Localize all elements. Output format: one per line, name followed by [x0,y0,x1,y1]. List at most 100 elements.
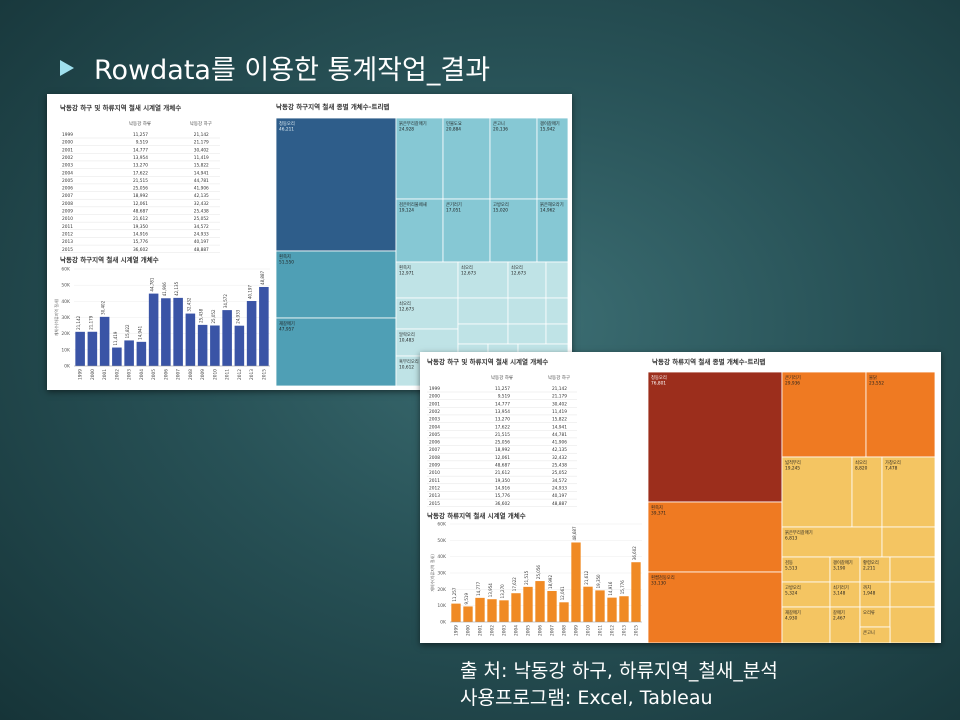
table-value-lower: 14,916 [133,231,148,237]
treemap-title: 낙동강 하구지역 철새 종별 개체수-트리맵 [276,102,389,111]
treemap-cell-value: 7,478 [885,466,898,472]
treemap-cell [395,328,459,357]
table-value-estuary: 24,933 [194,231,209,237]
treemap-cell [507,297,547,325]
x-tick-label: 2007 [176,369,182,380]
table-value-lower: 17,622 [495,424,510,430]
treemap-title: 낙동강 하류지역 철새 종별 개체수-트리맵 [652,357,765,366]
treemap-cell [647,501,783,573]
treemap-cell [781,456,853,528]
table-value-estuary: 40,197 [552,493,567,499]
table-value-lower: 15,776 [495,493,510,499]
table-year: 2004 [429,424,440,430]
treemap-cell-name: 고방오리 [493,201,509,208]
table-year: 2001 [429,401,440,407]
table-year: 2000 [62,140,73,146]
bar [259,286,269,366]
bar-value-label: 9,519 [464,593,469,605]
treemap-cell-value: 15,020 [493,208,508,214]
treemap-cell-name: 갈매기 [833,609,845,616]
treemap-cell-name: 붉은부리갈매기 [785,529,813,536]
table-year: 2010 [62,216,73,222]
x-tick-label: 2010 [586,625,592,636]
bar-value-label: 25,056 [536,565,541,579]
treemap-cell [829,556,861,583]
treemap-cell [881,526,936,558]
treemap-cell-value: 3,190 [833,566,846,572]
table-value-lower: 21,515 [495,432,510,438]
bar-value-label: 44,781 [150,277,155,291]
table-value-lower: 21,612 [495,470,510,476]
table-value-lower: 12,061 [495,455,510,461]
treemap-cell-name: 검둥 [785,559,793,566]
table-year: 2008 [62,201,73,207]
x-tick-label: 2005 [151,369,157,380]
table-value-estuary: 25,052 [552,470,567,476]
table-year: 2003 [429,417,440,423]
table-value-estuary: 48,887 [194,247,209,253]
table-value-estuary: 14,941 [194,170,209,176]
y-tick-label: 40K [61,299,71,305]
table-value-estuary: 42,135 [194,193,209,199]
x-tick-label: 2002 [490,625,496,636]
treemap-cell-name: 흰죽지 [279,253,291,260]
treemap-cell [275,117,397,252]
treemap-cell-name: 쇠기러기 [833,584,849,591]
bar-value-label: 48,687 [572,526,577,540]
x-tick-label: 2012 [610,625,616,636]
bar-value-label: 13,270 [500,584,505,598]
source-line: 출 처: 낙동강 하구, 하류지역_철새_분석 [460,660,778,682]
table-value-lower: 12,061 [133,201,148,207]
x-tick-label: 2008 [188,369,194,380]
table-value-estuary: 32,432 [552,455,567,461]
table-value-estuary: 21,179 [552,394,567,400]
treemap-cell-value: 20,136 [493,127,508,133]
bar [99,316,110,366]
bar-value-label: 17,622 [512,577,517,591]
bar [511,593,521,622]
table-value-estuary: 48,887 [552,501,567,507]
treemap-cell [442,198,491,263]
x-tick-label: 2013 [249,369,255,380]
x-tick-label: 2000 [90,369,96,380]
treemap-cell-name: 쇠오리 [855,459,867,466]
program-line: 사용프로그램: Excel, Tableau [460,687,713,709]
treemap-cell [889,556,936,583]
bar-value-label: 25,052 [211,309,216,323]
table-value-estuary: 25,052 [194,216,209,222]
treemap-cell [829,606,861,643]
table-value-lower: 18,992 [495,447,510,453]
bar [559,602,569,622]
table-header: 낙동강 하구 [190,120,212,127]
table-year: 2003 [62,163,73,169]
bar-value-label: 21,612 [584,570,589,584]
treemap-cell-value: 12,673 [511,271,526,277]
table-value-lower: 48,687 [133,209,148,215]
table-value-estuary: 30,402 [552,401,567,407]
slide-title-text: Rowdata를 이용한 통계작업_결과 [94,55,491,86]
treemap-cell-value: 51,550 [279,260,294,266]
bar [607,597,617,622]
treemap-cell-name: 재갈매기 [279,320,295,327]
x-tick-label: 2008 [562,625,568,636]
treemap-cell-value: 19,245 [785,466,800,472]
table-year: 2004 [62,170,73,176]
table-value-lower: 48,687 [495,463,510,469]
table-value-lower: 18,992 [133,193,148,199]
table-value-lower: 9,519 [498,394,511,400]
treemap-cell-name: 까치 [863,584,871,591]
treemap-cell [395,117,444,200]
treemap-cell-name: 쇠오리 [461,264,473,271]
treemap-cell [275,317,397,387]
treemap-cell-value: 12,673 [461,271,476,277]
table-value-estuary: 25,438 [194,209,209,215]
treemap-cell [647,371,783,503]
x-tick-label: 2006 [538,625,544,636]
x-tick-label: 2006 [163,369,169,380]
x-tick-label: 2007 [550,625,556,636]
treemap-cell [781,606,831,643]
treemap-cell-name: 청둥오리 [651,374,667,381]
bar-value-label: 24,933 [235,309,240,323]
